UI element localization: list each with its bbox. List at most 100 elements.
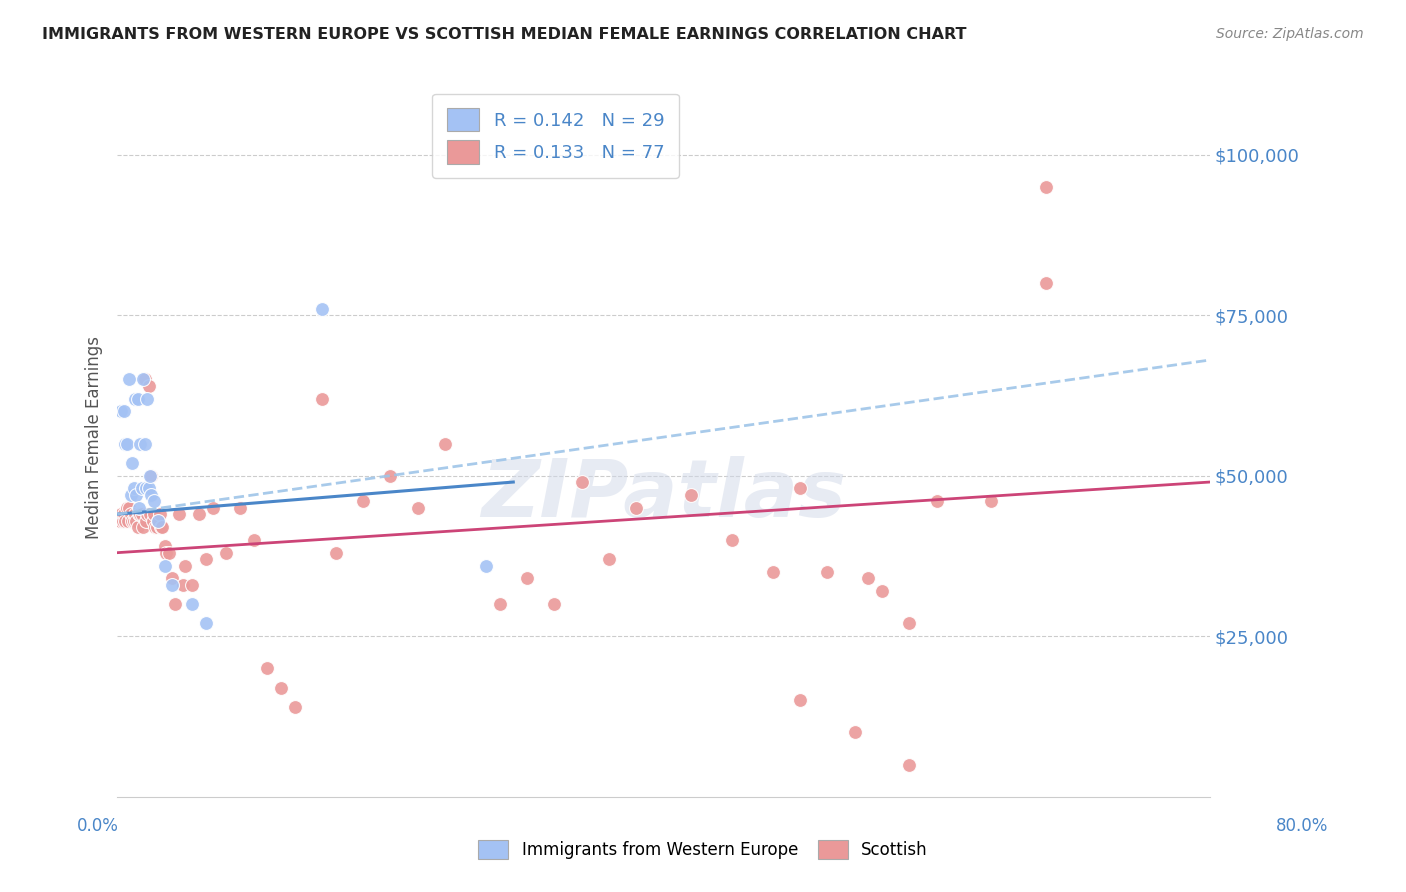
- Point: [817, 565, 839, 579]
- Point: [844, 725, 866, 739]
- Point: [143, 494, 166, 508]
- Point: [543, 597, 565, 611]
- Point: [256, 661, 278, 675]
- Point: [789, 482, 811, 496]
- Point: [160, 578, 183, 592]
- Point: [153, 558, 176, 573]
- Point: [132, 520, 155, 534]
- Point: [127, 520, 149, 534]
- Point: [406, 500, 429, 515]
- Point: [870, 584, 893, 599]
- Text: Source: ZipAtlas.com: Source: ZipAtlas.com: [1216, 27, 1364, 41]
- Point: [145, 520, 167, 534]
- Point: [132, 372, 155, 386]
- Point: [380, 468, 402, 483]
- Point: [352, 494, 374, 508]
- Point: [188, 507, 211, 521]
- Point: [121, 456, 143, 470]
- Point: [270, 681, 292, 695]
- Point: [181, 578, 204, 592]
- Point: [124, 392, 146, 406]
- Point: [1035, 179, 1057, 194]
- Point: [129, 436, 152, 450]
- Point: [128, 500, 150, 515]
- Point: [762, 565, 785, 579]
- Point: [127, 392, 149, 406]
- Point: [110, 507, 132, 521]
- Point: [120, 507, 142, 521]
- Point: [114, 514, 136, 528]
- Point: [134, 436, 156, 450]
- Point: [142, 514, 165, 528]
- Point: [122, 514, 145, 528]
- Point: [110, 404, 132, 418]
- Point: [284, 699, 307, 714]
- Point: [311, 301, 333, 316]
- Point: [229, 500, 252, 515]
- Point: [118, 500, 141, 515]
- Point: [141, 468, 163, 483]
- Point: [160, 571, 183, 585]
- Point: [721, 533, 744, 547]
- Legend: Immigrants from Western Europe, Scottish: Immigrants from Western Europe, Scottish: [471, 834, 935, 866]
- Point: [679, 488, 702, 502]
- Text: IMMIGRANTS FROM WESTERN EUROPE VS SCOTTISH MEDIAN FEMALE EARNINGS CORRELATION CH: IMMIGRANTS FROM WESTERN EUROPE VS SCOTTI…: [42, 27, 967, 42]
- Point: [311, 392, 333, 406]
- Point: [433, 436, 456, 450]
- Point: [125, 488, 148, 502]
- Point: [516, 571, 538, 585]
- Point: [148, 507, 170, 521]
- Point: [136, 392, 159, 406]
- Point: [135, 482, 157, 496]
- Point: [201, 500, 224, 515]
- Point: [117, 514, 139, 528]
- Point: [112, 404, 135, 418]
- Point: [108, 514, 131, 528]
- Point: [174, 558, 197, 573]
- Point: [149, 520, 172, 534]
- Point: [138, 482, 160, 496]
- Text: ZIPatlas: ZIPatlas: [481, 456, 846, 533]
- Text: 0.0%: 0.0%: [77, 817, 120, 835]
- Point: [131, 507, 153, 521]
- Point: [475, 558, 498, 573]
- Y-axis label: Median Female Earnings: Median Female Earnings: [86, 335, 103, 539]
- Point: [242, 533, 264, 547]
- Point: [136, 507, 159, 521]
- Point: [153, 539, 176, 553]
- Point: [131, 482, 153, 496]
- Point: [139, 468, 162, 483]
- Point: [181, 597, 204, 611]
- Point: [488, 597, 510, 611]
- Point: [129, 507, 152, 521]
- Point: [980, 494, 1002, 508]
- Point: [624, 500, 647, 515]
- Point: [134, 372, 156, 386]
- Point: [172, 578, 194, 592]
- Point: [143, 507, 166, 521]
- Point: [157, 546, 180, 560]
- Point: [167, 507, 190, 521]
- Point: [124, 507, 146, 521]
- Point: [115, 436, 138, 450]
- Point: [858, 571, 880, 585]
- Point: [138, 378, 160, 392]
- Point: [163, 597, 186, 611]
- Point: [898, 757, 921, 772]
- Point: [215, 546, 238, 560]
- Point: [598, 552, 620, 566]
- Legend: R = 0.142   N = 29, R = 0.133   N = 77: R = 0.142 N = 29, R = 0.133 N = 77: [432, 94, 679, 178]
- Point: [118, 372, 141, 386]
- Point: [121, 514, 143, 528]
- Point: [898, 616, 921, 631]
- Point: [120, 488, 142, 502]
- Point: [1035, 276, 1057, 290]
- Point: [146, 514, 169, 528]
- Point: [194, 616, 217, 631]
- Point: [122, 482, 145, 496]
- Point: [325, 546, 347, 560]
- Point: [125, 514, 148, 528]
- Point: [146, 520, 169, 534]
- Point: [571, 475, 593, 489]
- Point: [150, 520, 173, 534]
